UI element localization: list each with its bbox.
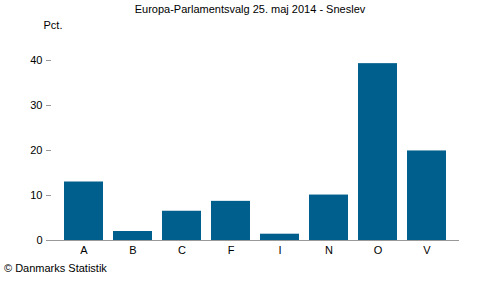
svg-text:Pct.: Pct. xyxy=(44,19,63,31)
svg-text:N: N xyxy=(325,244,333,256)
svg-text:A: A xyxy=(80,244,88,256)
svg-text:V: V xyxy=(423,244,431,256)
svg-text:B: B xyxy=(129,244,136,256)
svg-text:O: O xyxy=(374,244,383,256)
svg-text:F: F xyxy=(228,244,235,256)
html-text:© Danmarks Statistik: © Danmarks Statistik xyxy=(4,262,107,274)
html-text:Europa-Parlamentsvalg 25. maj: Europa-Parlamentsvalg 25. maj 2014 - Sne… xyxy=(134,3,366,15)
svg-text:30: 30 xyxy=(30,99,42,111)
svg-text:10: 10 xyxy=(30,189,42,201)
svg-text:20: 20 xyxy=(30,144,42,156)
svg-text:C: C xyxy=(178,244,186,256)
svg-text:40: 40 xyxy=(30,54,42,66)
svg-text:I: I xyxy=(278,244,281,256)
svg-text:0: 0 xyxy=(36,234,42,246)
